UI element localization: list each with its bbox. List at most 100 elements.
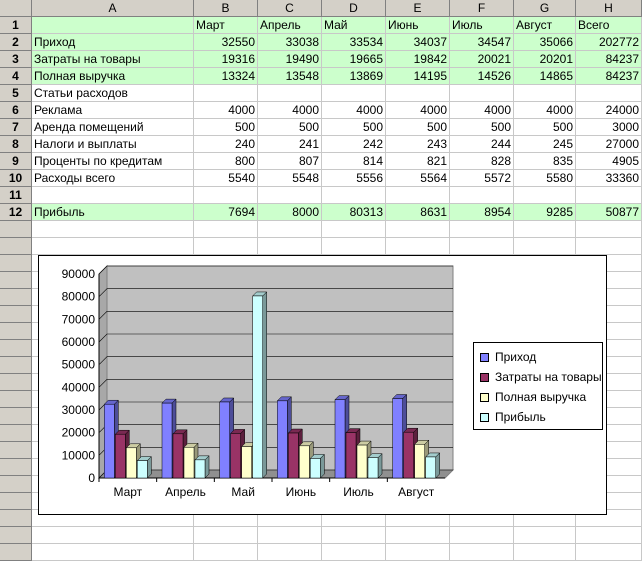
- data-cell[interactable]: [576, 187, 642, 204]
- row-header[interactable]: [0, 374, 32, 391]
- row-label-cell[interactable]: Приход: [32, 34, 194, 51]
- row-header[interactable]: [0, 391, 32, 408]
- data-cell[interactable]: 7694: [194, 204, 258, 221]
- data-cell[interactable]: [258, 187, 322, 204]
- data-cell[interactable]: [450, 510, 514, 527]
- column-header-e[interactable]: E: [386, 0, 450, 17]
- data-cell[interactable]: [450, 238, 514, 255]
- data-cell[interactable]: [194, 85, 258, 102]
- row-header[interactable]: 10: [0, 170, 32, 187]
- data-cell[interactable]: [322, 527, 386, 544]
- row-header[interactable]: [0, 425, 32, 442]
- data-cell[interactable]: 8954: [450, 204, 514, 221]
- data-cell[interactable]: 4000: [258, 102, 322, 119]
- row-label-cell[interactable]: [32, 527, 194, 544]
- row-label-cell[interactable]: Налоги и выплаты: [32, 136, 194, 153]
- row-header[interactable]: [0, 459, 32, 476]
- data-cell[interactable]: 14195: [386, 68, 450, 85]
- data-cell[interactable]: 4000: [322, 102, 386, 119]
- data-cell[interactable]: 19842: [386, 51, 450, 68]
- row-label-cell[interactable]: Расходы всего: [32, 170, 194, 187]
- row-header[interactable]: 7: [0, 119, 32, 136]
- data-cell[interactable]: [514, 187, 576, 204]
- data-cell[interactable]: 84237: [576, 68, 642, 85]
- data-cell[interactable]: 50877: [576, 204, 642, 221]
- data-cell[interactable]: 500: [386, 119, 450, 136]
- data-cell[interactable]: 13869: [322, 68, 386, 85]
- data-cell[interactable]: [450, 187, 514, 204]
- data-cell[interactable]: 20201: [514, 51, 576, 68]
- data-cell[interactable]: 33360: [576, 170, 642, 187]
- data-cell[interactable]: [322, 544, 386, 561]
- data-cell[interactable]: 500: [322, 119, 386, 136]
- data-cell[interactable]: [450, 221, 514, 238]
- data-cell[interactable]: 807: [258, 153, 322, 170]
- data-cell[interactable]: [322, 187, 386, 204]
- data-cell[interactable]: 5572: [450, 170, 514, 187]
- data-cell[interactable]: [386, 221, 450, 238]
- data-cell[interactable]: [386, 544, 450, 561]
- row-label-cell[interactable]: [32, 187, 194, 204]
- data-cell[interactable]: 4000: [386, 102, 450, 119]
- data-cell[interactable]: [514, 85, 576, 102]
- row-header[interactable]: 5: [0, 85, 32, 102]
- data-cell[interactable]: Июль: [450, 17, 514, 34]
- data-cell[interactable]: 8631: [386, 204, 450, 221]
- data-cell[interactable]: 835: [514, 153, 576, 170]
- data-cell[interactable]: 19490: [258, 51, 322, 68]
- row-label-cell[interactable]: Полная выручка: [32, 68, 194, 85]
- data-cell[interactable]: 33038: [258, 34, 322, 51]
- data-cell[interactable]: 821: [386, 153, 450, 170]
- column-header-b[interactable]: B: [194, 0, 258, 17]
- data-cell[interactable]: [386, 85, 450, 102]
- column-header-d[interactable]: D: [322, 0, 386, 17]
- data-cell[interactable]: 500: [450, 119, 514, 136]
- data-cell[interactable]: 33534: [322, 34, 386, 51]
- data-cell[interactable]: 4000: [514, 102, 576, 119]
- data-cell[interactable]: 14865: [514, 68, 576, 85]
- row-header[interactable]: 6: [0, 102, 32, 119]
- row-header[interactable]: [0, 476, 32, 493]
- data-cell[interactable]: 32550: [194, 34, 258, 51]
- data-cell[interactable]: 14526: [450, 68, 514, 85]
- data-cell[interactable]: [514, 221, 576, 238]
- data-cell[interactable]: 4000: [194, 102, 258, 119]
- data-cell[interactable]: [514, 544, 576, 561]
- data-cell[interactable]: [386, 510, 450, 527]
- row-label-cell[interactable]: [32, 510, 194, 527]
- data-cell[interactable]: 19316: [194, 51, 258, 68]
- data-cell[interactable]: 34037: [386, 34, 450, 51]
- data-cell[interactable]: 19665: [322, 51, 386, 68]
- data-cell[interactable]: [258, 544, 322, 561]
- row-header[interactable]: [0, 323, 32, 340]
- data-cell[interactable]: [194, 510, 258, 527]
- row-header[interactable]: [0, 544, 32, 561]
- data-cell[interactable]: 5540: [194, 170, 258, 187]
- data-cell[interactable]: 35066: [514, 34, 576, 51]
- row-header[interactable]: 3: [0, 51, 32, 68]
- row-label-cell[interactable]: [32, 221, 194, 238]
- data-cell[interactable]: 5580: [514, 170, 576, 187]
- row-label-cell[interactable]: Проценты по кредитам: [32, 153, 194, 170]
- data-cell[interactable]: 80313: [322, 204, 386, 221]
- row-header[interactable]: 9: [0, 153, 32, 170]
- data-cell[interactable]: 828: [450, 153, 514, 170]
- data-cell[interactable]: [450, 544, 514, 561]
- data-cell[interactable]: 5548: [258, 170, 322, 187]
- data-cell[interactable]: [514, 527, 576, 544]
- row-label-cell[interactable]: [32, 238, 194, 255]
- data-cell[interactable]: [514, 510, 576, 527]
- row-header[interactable]: 8: [0, 136, 32, 153]
- data-cell[interactable]: 202772: [576, 34, 642, 51]
- data-cell[interactable]: [514, 238, 576, 255]
- data-cell[interactable]: 5564: [386, 170, 450, 187]
- row-label-cell[interactable]: Затраты на товары: [32, 51, 194, 68]
- data-cell[interactable]: [194, 527, 258, 544]
- data-cell[interactable]: 20021: [450, 51, 514, 68]
- row-header[interactable]: [0, 510, 32, 527]
- data-cell[interactable]: [322, 85, 386, 102]
- data-cell[interactable]: [576, 238, 642, 255]
- data-cell[interactable]: 9285: [514, 204, 576, 221]
- data-cell[interactable]: Всего: [576, 17, 642, 34]
- row-label-cell[interactable]: Прибыль: [32, 204, 194, 221]
